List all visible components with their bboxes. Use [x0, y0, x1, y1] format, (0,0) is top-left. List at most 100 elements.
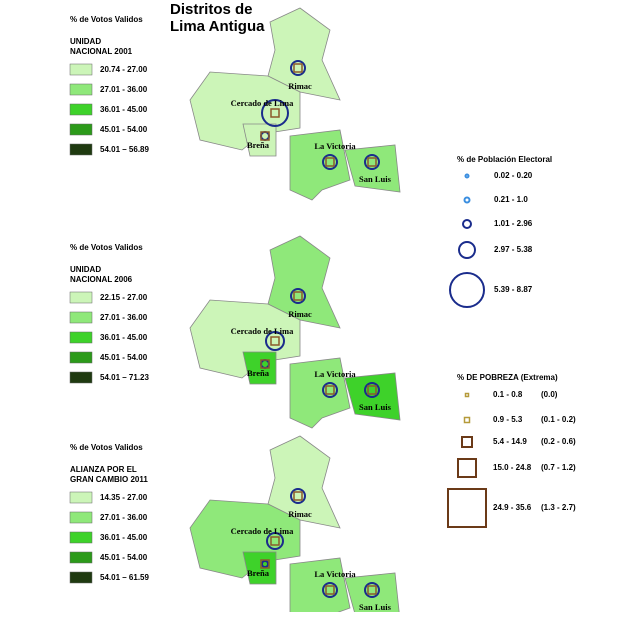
- legend-swatch: [69, 371, 93, 384]
- title-line: Distritos de: [170, 1, 253, 18]
- legend-label: 0.1 - 0.8: [493, 390, 523, 399]
- district-label: Rimac: [288, 309, 312, 319]
- legend-swatch: [69, 143, 93, 156]
- legend-swatch: [69, 491, 93, 504]
- district: [267, 235, 341, 329]
- legend-label: (0.7 - 1.2): [541, 463, 576, 472]
- district-label: Breña: [247, 140, 270, 150]
- district-label: Rimac: [288, 509, 312, 519]
- district-label: La Victoria: [314, 569, 356, 579]
- poverty-square: [270, 336, 280, 346]
- poverty-square: [260, 559, 270, 569]
- legend-title: % de Población Electoral: [457, 155, 552, 164]
- district-label: La Victoria: [314, 369, 356, 379]
- poverty-square: [367, 385, 377, 395]
- district: [189, 71, 301, 151]
- legend-title: % de Votos Validos: [70, 443, 143, 452]
- legend-swatch: [69, 63, 93, 76]
- district-label: Breña: [247, 368, 270, 378]
- legend-swatch: [69, 551, 93, 564]
- poverty-square: [325, 585, 335, 595]
- district: [289, 557, 351, 617]
- legend-label: 54.01 – 61.59: [100, 573, 149, 582]
- district: [267, 435, 341, 529]
- legend-label: 0.9 - 5.3: [493, 415, 523, 424]
- legend-swatch: [69, 103, 93, 116]
- poverty-square: [325, 385, 335, 395]
- legend-label: 22.15 - 27.00: [100, 293, 148, 302]
- party-name: UNIDAD: [70, 265, 101, 274]
- legend-label: 1.01 - 2.96: [494, 219, 533, 228]
- district-label: San Luis: [359, 174, 392, 184]
- population-circle: [290, 488, 306, 504]
- legend-swatch: [69, 331, 93, 344]
- legend-label: 36.01 - 45.00: [100, 105, 148, 114]
- party-name: UNIDAD: [70, 37, 101, 46]
- population-circle: [261, 560, 269, 568]
- population-circle: [290, 288, 306, 304]
- legend-swatch: [69, 83, 93, 96]
- legend-square: [461, 436, 473, 448]
- party-name: ALIANZA POR EL: [70, 465, 137, 474]
- population-circle: [364, 582, 380, 598]
- legend-label: 54.01 – 71.23: [100, 373, 149, 382]
- legend-label: (0.1 - 0.2): [541, 415, 576, 424]
- party-name: NACIONAL 2006: [70, 275, 133, 284]
- poverty-square: [270, 536, 280, 546]
- poverty-square: [293, 491, 303, 501]
- legend-label: 5.39 - 8.87: [494, 285, 533, 294]
- poverty-square: [260, 131, 270, 141]
- legend-label: 45.01 - 54.00: [100, 125, 148, 134]
- legend-circle: [464, 173, 470, 179]
- party-name: NACIONAL 2001: [70, 47, 133, 56]
- district: [267, 7, 341, 101]
- legend-label: 2.97 - 5.38: [494, 245, 533, 254]
- poverty-square: [325, 157, 335, 167]
- legend-swatch: [69, 571, 93, 584]
- population-circle: [261, 99, 289, 127]
- legend-label: 24.9 - 35.6: [493, 503, 532, 512]
- district-label: San Luis: [359, 402, 392, 412]
- poverty-square: [367, 157, 377, 167]
- population-circle: [290, 60, 306, 76]
- legend-title: % DE POBREZA (Extrema): [457, 373, 558, 382]
- population-circle: [364, 154, 380, 170]
- population-circle: [266, 532, 284, 550]
- district-label: Cercado de Lima: [231, 326, 294, 336]
- legend-title: % de Votos Validos: [70, 15, 143, 24]
- district-label: Breña: [247, 568, 270, 578]
- population-circle: [322, 154, 338, 170]
- title-line: Lima Antigua: [170, 18, 265, 35]
- legend-label: 36.01 - 45.00: [100, 533, 148, 542]
- legend-square: [464, 392, 470, 398]
- legend-circle: [449, 272, 485, 308]
- legend-square: [457, 458, 477, 478]
- legend-circle: [462, 219, 472, 229]
- legend-circle: [458, 241, 476, 259]
- legend-circle: [463, 196, 471, 204]
- legend-title: % de Votos Validos: [70, 243, 143, 252]
- legend-label: 14.35 - 27.00: [100, 493, 148, 502]
- legend-label: 27.01 - 36.00: [100, 85, 148, 94]
- legend-label: 5.4 - 14.9: [493, 437, 527, 446]
- legend-label: 45.01 - 54.00: [100, 553, 148, 562]
- legend-swatch: [69, 351, 93, 364]
- legend-label: 0.02 - 0.20: [494, 171, 533, 180]
- population-circle: [322, 582, 338, 598]
- poverty-square: [293, 291, 303, 301]
- legend-square: [447, 488, 487, 528]
- legend-label: 15.0 - 24.8: [493, 463, 532, 472]
- legend-label: 0.21 - 1.0: [494, 195, 528, 204]
- legend-swatch: [69, 531, 93, 544]
- legend-label: 36.01 - 45.00: [100, 333, 148, 342]
- population-circle: [265, 331, 285, 351]
- district-label: La Victoria: [314, 141, 356, 151]
- legend-label: (0.2 - 0.6): [541, 437, 576, 446]
- legend-swatch: [69, 311, 93, 324]
- district: [289, 129, 351, 201]
- legend-label: 54.01 – 56.89: [100, 145, 149, 154]
- district-label: Cercado de Lima: [231, 526, 294, 536]
- district-label: Cercado de Lima: [231, 98, 294, 108]
